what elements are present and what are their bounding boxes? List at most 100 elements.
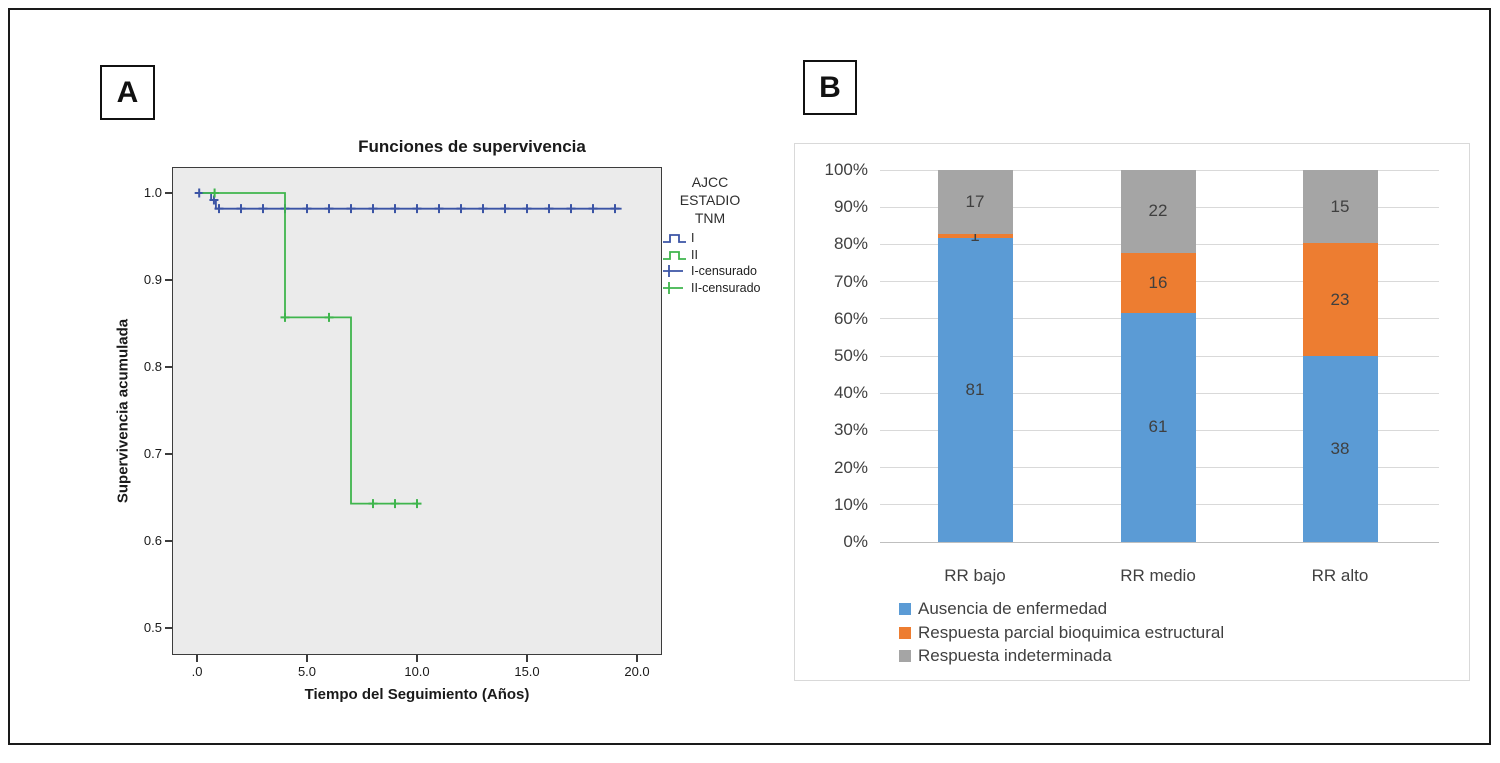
censored-mark-I	[588, 204, 598, 214]
plot-area	[172, 167, 662, 655]
censored-mark-I	[522, 204, 532, 214]
plus-mark-icon	[663, 265, 683, 278]
x-tick-mark	[306, 655, 308, 662]
stacked-bar-chart: 0% 10% 20% 30% 40% 50% 60% 70% 80% 90% 100% 81 1 17 RR…	[10, 10, 1500, 763]
x-tick-mark	[636, 655, 638, 662]
legend-swatch-icon	[899, 626, 911, 639]
censored-mark-I	[500, 204, 510, 214]
plus-mark-icon	[663, 282, 683, 295]
y-tick-mark	[165, 453, 172, 455]
censored-mark-I	[544, 204, 554, 214]
y-tick-label: 1.0	[143, 185, 162, 200]
censored-mark-I	[390, 204, 400, 214]
legend-item-II-censurado: II-censurado	[663, 280, 760, 296]
y-tick-mark	[165, 627, 172, 629]
y-axis-label: 60%	[833, 308, 868, 328]
y-axis-label: 30%	[833, 420, 868, 440]
censored-mark-I	[258, 204, 268, 214]
bar-segment	[937, 237, 1013, 542]
panel-b-label: B	[803, 60, 857, 115]
bar-value-label: 61	[1148, 417, 1168, 437]
bar-value-label: 81	[965, 379, 985, 399]
censored-mark-I	[456, 204, 466, 214]
km-survival-chart: Funciones de supervivencia 1.0 0.9 0.8 0.7 0.…	[10, 10, 1500, 763]
bar-segment	[1302, 243, 1378, 356]
censored-mark-II	[368, 499, 378, 509]
y-axis-label: 50%	[833, 346, 868, 365]
category-label-RR medio: RR medio	[1120, 566, 1196, 585]
legend-item-II: II	[663, 247, 698, 263]
bar-segment	[1302, 356, 1378, 542]
x-tick-mark	[196, 655, 198, 662]
censored-mark-I	[412, 204, 422, 214]
bar-value-label: 1	[970, 225, 980, 245]
category-label-RR bajo: RR bajo	[944, 566, 1006, 585]
censored-mark-II	[390, 499, 400, 509]
category-label-RR alto: RR alto	[1311, 566, 1369, 585]
y-tick-label: 0.6	[143, 533, 162, 548]
panel-a-label: A	[100, 65, 155, 120]
bar-segment	[1302, 170, 1378, 244]
bar-segment	[937, 170, 1013, 234]
y-tick-mark	[165, 366, 172, 368]
y-axis-label: 20%	[833, 457, 868, 477]
legend-item-label: I-censurado	[691, 264, 758, 279]
censored-mark-II	[280, 312, 290, 322]
censored-mark-I	[610, 204, 620, 214]
censored-mark-I	[346, 204, 356, 214]
x-tick-label: 10.0	[404, 664, 430, 679]
censored-mark-I	[566, 204, 576, 214]
y-axis-label: 70%	[833, 271, 868, 291]
censored-mark-I	[478, 204, 488, 214]
bar-value-label: 16	[1148, 272, 1168, 292]
censored-mark-II	[412, 499, 422, 509]
y-tick-label: 0.5	[143, 620, 162, 635]
bar-value-label: 17	[965, 191, 985, 211]
y-axis-label: 80%	[833, 234, 868, 254]
bar-segment	[1120, 170, 1196, 253]
censored-mark-I	[434, 204, 444, 214]
bar-segment	[937, 233, 1013, 238]
legend-item-label: Ausencia de enfermedad	[918, 599, 1108, 618]
figure-frame: A B Funciones de supervivencia 1.0 0.9 0.8 0…	[8, 8, 1491, 745]
chart-title: Funciones de supervivencia	[358, 137, 586, 156]
y-axis-label: 40%	[833, 383, 868, 403]
y-axis-label: 0%	[843, 532, 868, 551]
step-line-icon	[663, 250, 686, 260]
bar-value-label: 15	[1330, 196, 1350, 216]
y-tick-mark	[165, 279, 172, 281]
censored-mark-I	[236, 204, 246, 214]
censored-mark-I	[214, 204, 224, 214]
legend-swatch-icon	[899, 603, 911, 615]
legend-item-label: Respuesta indeterminada	[918, 646, 1112, 665]
y-tick-mark	[165, 540, 172, 542]
x-axis-title: Tiempo del Seguimiento (Años)	[304, 686, 530, 703]
censored-mark-I	[194, 188, 204, 198]
survival-curves	[194, 188, 622, 509]
y-tick-mark	[165, 192, 172, 194]
bar-segment	[1120, 312, 1196, 542]
censored-mark-I	[302, 204, 312, 214]
x-tick-mark	[526, 655, 528, 662]
legend-item-label: I	[691, 231, 695, 245]
legend-item-label: Respuesta parcial bioquimica estructural	[918, 622, 1225, 642]
y-tick-label: 0.9	[143, 272, 162, 287]
censored-mark-I	[368, 204, 378, 214]
legend-item-label: II	[691, 247, 698, 262]
legend-item: Ausencia de enfermedad	[899, 599, 1107, 619]
x-tick-label: 5.0	[297, 664, 317, 679]
gridline-0%	[880, 541, 1439, 543]
x-tick-label: 20.0	[624, 664, 650, 679]
censored-mark-II	[324, 312, 334, 322]
censored-mark-II	[210, 188, 220, 198]
legend-swatch-icon	[899, 650, 911, 662]
bar-segment	[1120, 252, 1196, 313]
x-tick-label: 15.0	[514, 664, 540, 679]
y-axis-label: 100%	[824, 160, 868, 179]
y-tick-label: 0.8	[143, 359, 162, 374]
y-tick-label: 0.7	[143, 446, 162, 461]
bar-value-label: 38	[1330, 439, 1350, 458]
legend-title: AJCC ESTADIO TNM	[679, 174, 741, 226]
x-tick-mark	[416, 655, 418, 662]
